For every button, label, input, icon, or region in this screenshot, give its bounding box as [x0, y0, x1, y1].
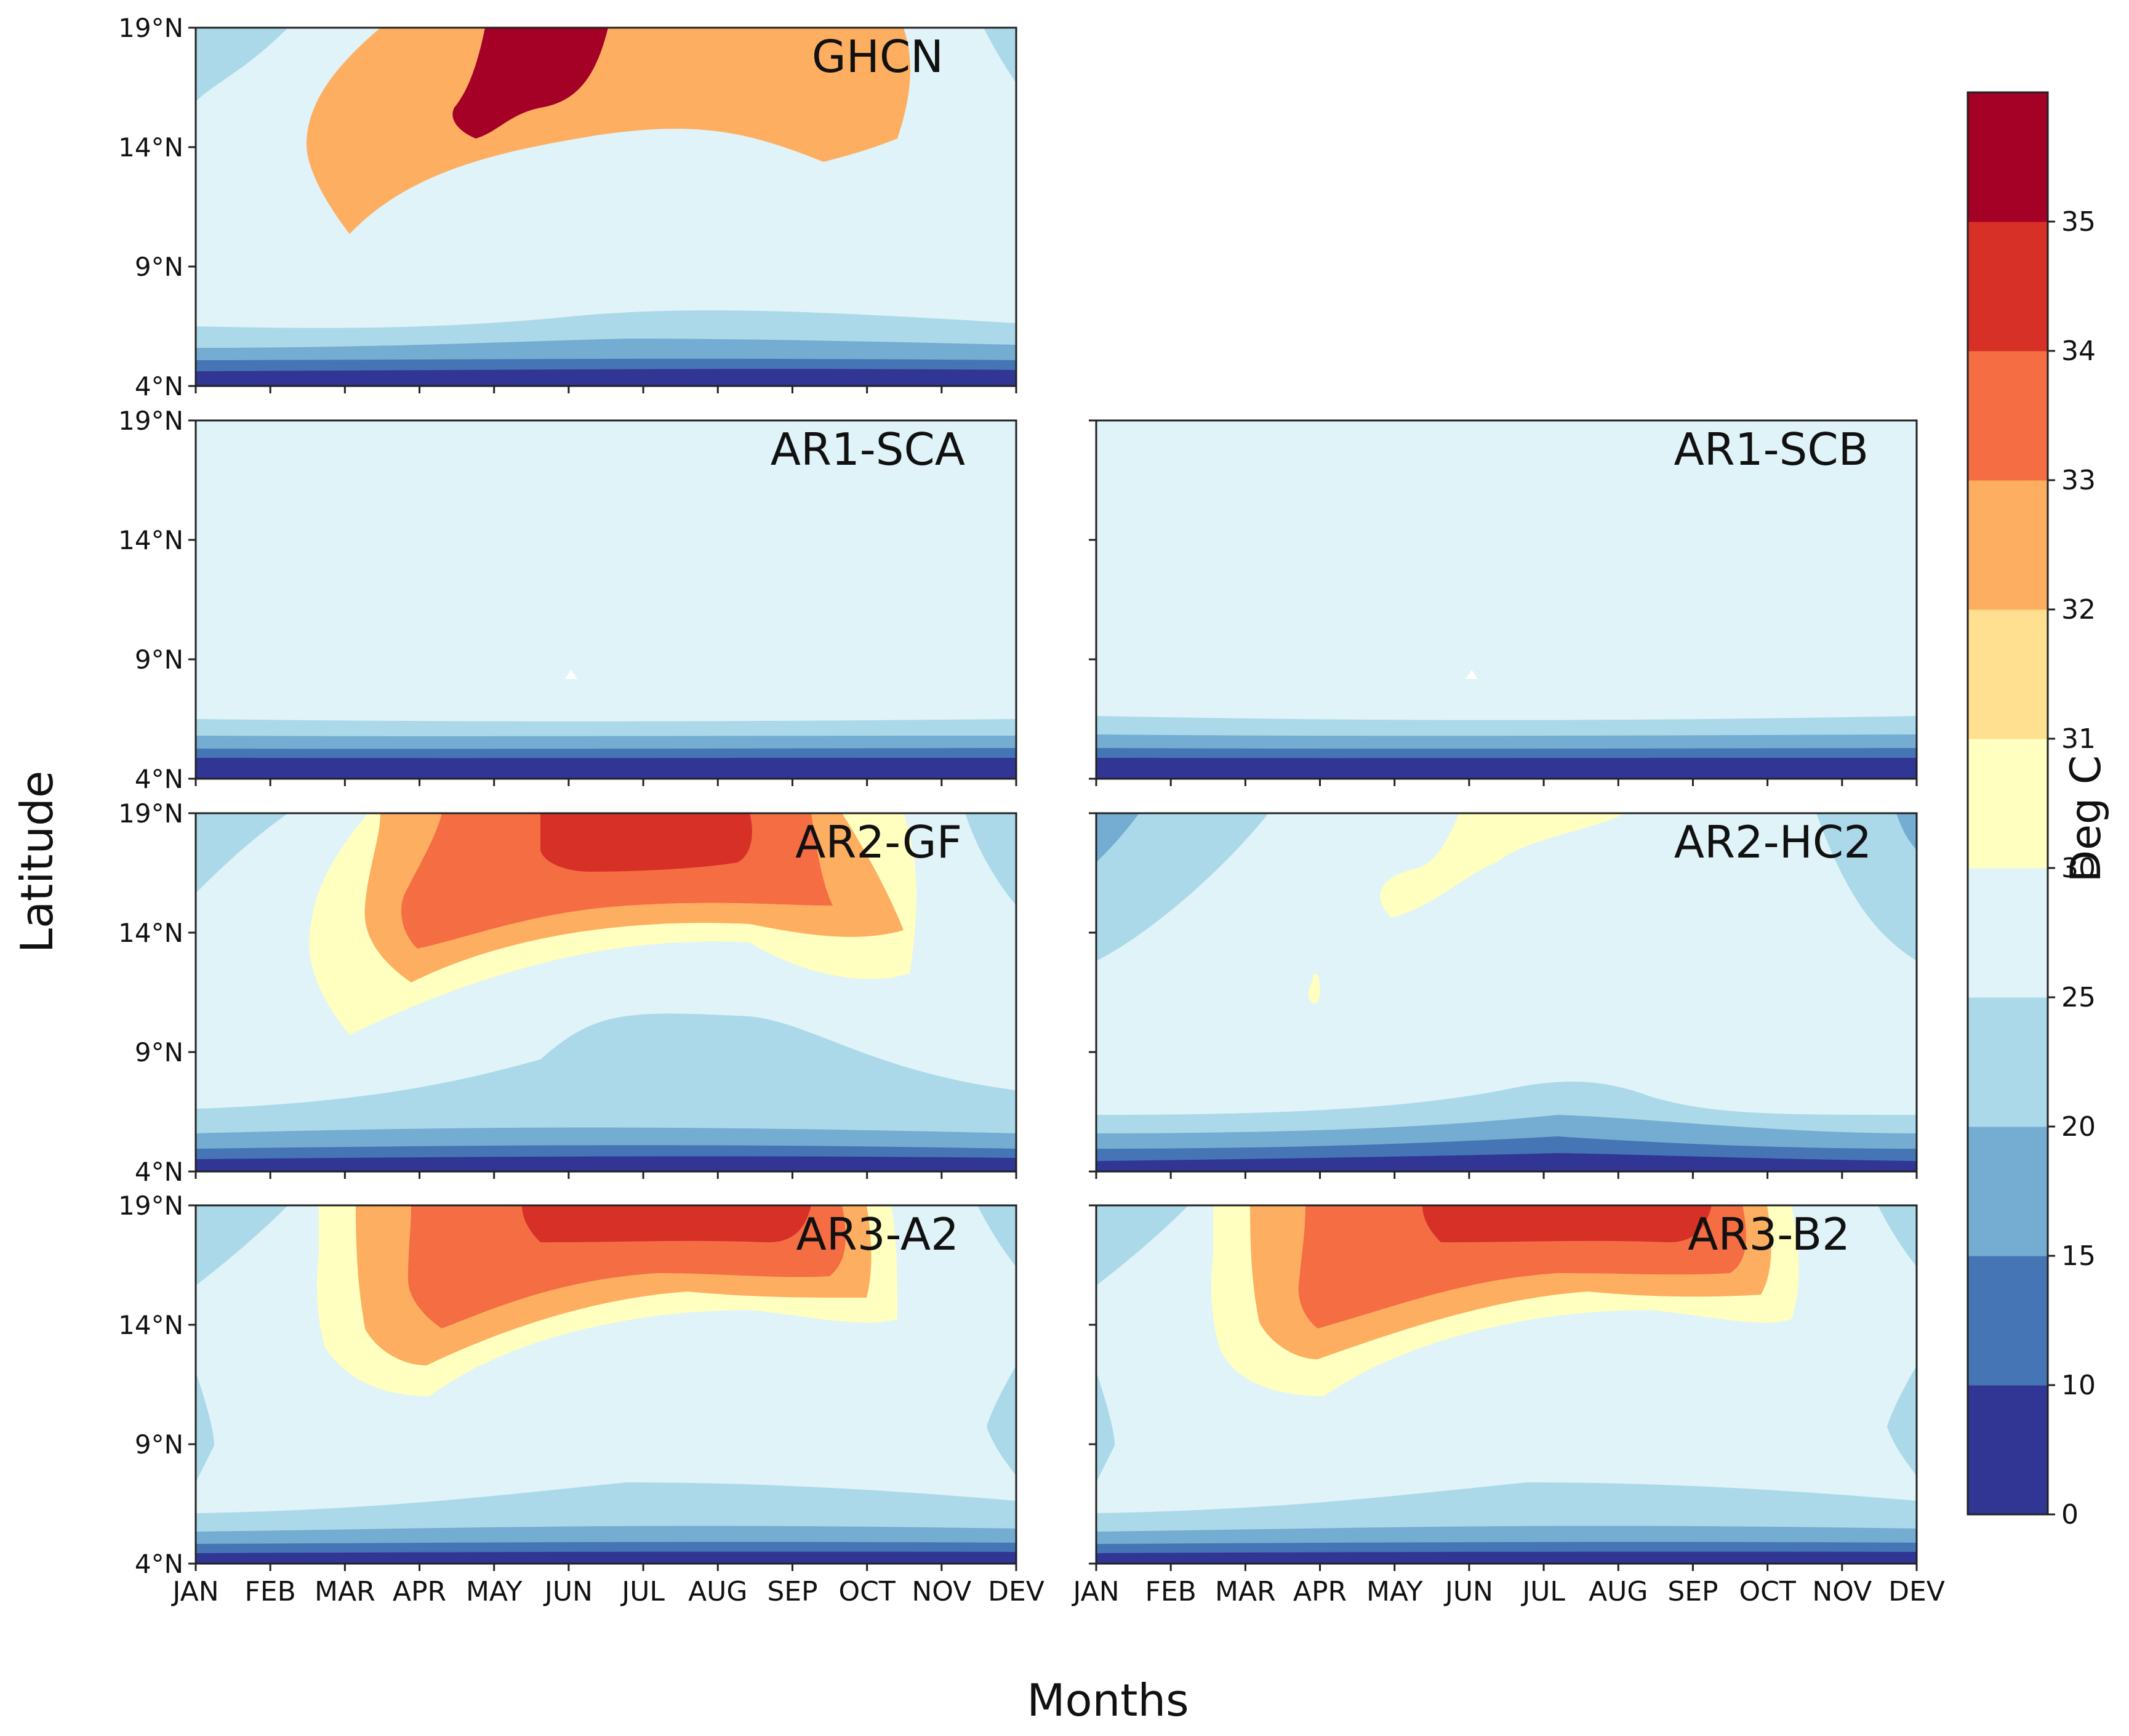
month-tick-label: FEB — [245, 1576, 296, 1607]
colorbar-segment — [1968, 92, 2048, 222]
month-tick-label: AUG — [688, 1576, 747, 1607]
month-tick-label: MAR — [315, 1576, 375, 1607]
colorbar-tick-label: 25 — [2061, 982, 2096, 1013]
x-axis-title: Months — [1027, 1674, 1189, 1726]
band-0-10 — [196, 369, 1016, 386]
colorbar-tick-label: 10 — [2061, 1370, 2096, 1401]
lat-tick-label: 14°N — [118, 132, 183, 163]
lat-tick-label: 19°N — [118, 1191, 183, 1221]
lat-tick-label: 4°N — [135, 1549, 183, 1579]
month-tick-label: JAN — [170, 1576, 219, 1607]
lat-tick-label: 9°N — [135, 645, 183, 675]
lat-tick-label: 9°N — [135, 1429, 183, 1460]
lat-tick-label: 14°N — [118, 1310, 183, 1340]
panel-title: AR3-B2 — [1688, 1208, 1850, 1260]
panel-ar1-sca: AR1-SCA — [194, 419, 1017, 780]
panel-title: GHCN — [812, 31, 944, 82]
band-31-32 — [307, 28, 910, 234]
plot-frame — [194, 26, 1017, 387]
colorbar-frame — [1967, 91, 2049, 1516]
colorbar-segment — [1968, 868, 2048, 998]
month-tick-label: JUL — [620, 1576, 665, 1607]
month-tick-layer: JAN FEB MAR APR MAY JUN JUL AUG SEP OCT NOV DEV JAN F… — [170, 386, 1945, 1607]
colorbar-segment — [1968, 222, 2048, 352]
lat-tick-label: 19°N — [118, 798, 183, 829]
month-tick-label: NOV — [912, 1576, 971, 1607]
panel-title: AR1-SCB — [1674, 424, 1869, 475]
band-34-35 — [452, 28, 608, 139]
colorbar-tick-label: 31 — [2061, 723, 2096, 755]
month-tick-label: AUG — [1589, 1576, 1648, 1607]
y-axis-title-wrap: Latitude — [11, 677, 63, 1047]
colorbar-segment — [1968, 609, 2048, 739]
panel-ar2-gf: AR2-GF — [194, 812, 1017, 1173]
panel-ar1-scb: AR1-SCB — [1095, 419, 1918, 780]
colorbar-tick-label: 32 — [2061, 594, 2096, 625]
colorbar-tick-label: 0 — [2061, 1499, 2079, 1530]
lat-tick-label: 4°N — [135, 371, 183, 401]
month-tick-label: MAY — [1366, 1576, 1423, 1607]
month-tick-label: DEV — [1888, 1576, 1945, 1607]
colorbar-segment — [1968, 480, 2048, 610]
colorbar-segment — [1968, 997, 2048, 1127]
colorbar-tick-label: 15 — [2061, 1240, 2096, 1272]
month-tick-label: JUN — [1443, 1576, 1493, 1607]
lat-tick-label: 19°N — [118, 406, 183, 436]
colorbar-segment — [1968, 739, 2048, 869]
colorbar: 0 10 15 20 25 30 31 32 33 34 35 — [1967, 91, 2096, 1530]
lat-tick-label: 14°N — [118, 918, 183, 948]
colorbar-segment — [1968, 351, 2048, 481]
colorbar-tick-label: 35 — [2061, 206, 2096, 238]
lat-tick-label: 19°N — [118, 13, 183, 43]
colorbar-label: Deg C — [2062, 755, 2111, 882]
y-axis-title: Latitude — [11, 770, 63, 954]
month-tick-label: SEP — [767, 1576, 817, 1607]
month-tick-label: NOV — [1812, 1576, 1872, 1607]
lat-tick-label: 9°N — [135, 1037, 183, 1067]
panel-title: AR1-SCA — [771, 424, 965, 475]
panel-ar3-a2: AR3-A2 — [194, 1204, 1017, 1565]
panel-ar2-hc2: AR2-HC2 — [1095, 812, 1918, 1173]
colorbar-segment — [1968, 1256, 2048, 1386]
month-tick-label: JUL — [1520, 1576, 1565, 1607]
month-tick-label: JUN — [543, 1576, 593, 1607]
lat-tick-label: 4°N — [135, 1157, 183, 1187]
colorbar-tick-label: 20 — [2061, 1111, 2096, 1143]
lat-tick-label: 14°N — [118, 525, 183, 555]
month-tick-label: JAN — [1071, 1576, 1119, 1607]
panel-ghcn: GHCN — [194, 26, 1017, 387]
colorbar-tick-label: 30 — [2061, 853, 2096, 884]
panel-title: AR2-HC2 — [1674, 816, 1872, 868]
month-tick-label: APR — [1293, 1576, 1347, 1607]
colorbar-segment — [1968, 1127, 2048, 1256]
lat-tick-layer: 19°N 14°N 9°N 4°N 19°N 14°N 9°N 4°N 19°N 14°N 9°N 4… — [118, 13, 1096, 1579]
month-tick-label: OCT — [1739, 1576, 1796, 1607]
panel-title: AR3-A2 — [796, 1208, 959, 1260]
month-tick-label: MAR — [1215, 1576, 1276, 1607]
colorbar-tick-label: 33 — [2061, 465, 2096, 496]
month-tick-label: APR — [393, 1576, 446, 1607]
colorbar-segment — [1968, 1385, 2048, 1515]
month-tick-label: MAY — [466, 1576, 523, 1607]
lat-tick-label: 4°N — [135, 764, 183, 794]
month-tick-label: DEV — [988, 1576, 1044, 1607]
panel-ar3-b2: AR3-B2 — [1095, 1204, 1918, 1565]
band-20-25-top — [196, 28, 288, 102]
panel-title: AR2-GF — [795, 816, 962, 868]
lat-tick-label: 9°N — [135, 252, 183, 282]
month-tick-label: FEB — [1145, 1576, 1197, 1607]
month-tick-label: OCT — [839, 1576, 896, 1607]
month-tick-label: SEP — [1667, 1576, 1718, 1607]
colorbar-tick-label: 34 — [2061, 336, 2096, 367]
